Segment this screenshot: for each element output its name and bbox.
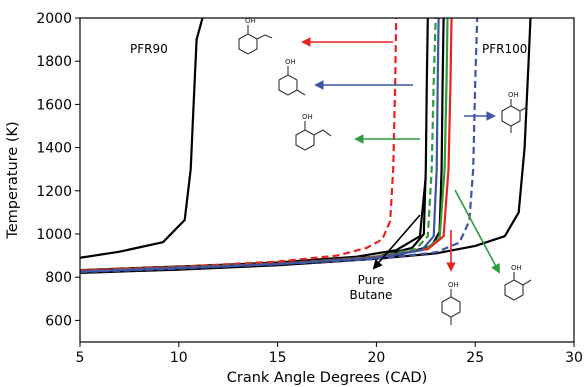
y-tick-label: 1800 [36,54,72,70]
label-butane: Butane [350,288,393,302]
label-pfr90: PFR90 [130,42,168,56]
series-line-6 [80,18,398,272]
x-axis-ticks: 5 10 15 20 25 30 [76,342,583,366]
arrow-green-ocresol [454,189,500,274]
molecule-dimethylphenol: OH [501,91,528,133]
series-layer [80,18,532,274]
label-pfr100: PFR100 [482,42,527,56]
y-tick-label: 2000 [36,11,72,27]
y-tick-label: 1600 [36,97,72,113]
molecule-o-cresol: OH [504,264,532,301]
molecule-2-ethylphenol: OH [295,113,332,151]
series-line-1 [80,18,204,259]
label-pure: Pure [358,273,385,287]
x-axis-label: Crank Angle Degrees (CAD) [227,370,428,386]
series-line-2 [80,18,532,274]
y-tick-label: 1000 [36,227,72,243]
svg-text:OH: OH [508,91,519,99]
x-tick-label: 10 [170,350,188,366]
svg-text:OH: OH [245,17,256,25]
plot-frame [79,17,575,343]
y-tick-label: 1200 [36,184,72,200]
x-tick-label: 30 [565,350,583,366]
y-tick-label: 800 [45,270,72,286]
arrow-black-butane [372,214,421,270]
molecule-m-cresol: OH [278,58,306,96]
svg-text:OH: OH [302,113,313,121]
y-axis-ticks: 600 800 1000 1200 1400 1600 1800 2000 [36,11,80,329]
svg-text:OH: OH [285,58,296,66]
x-tick-label: 25 [466,350,484,366]
series-line-11 [80,18,479,274]
y-tick-label: 1400 [36,141,72,157]
x-tick-label: 5 [76,350,85,366]
x-tick-label: 20 [367,350,385,366]
y-axis-label: Temperature (K) [5,121,21,239]
molecule-p-cresol: OH [441,281,461,325]
molecule-guaiacol: OH [238,17,273,55]
svg-text:OH: OH [511,264,522,272]
x-tick-label: 15 [269,350,287,366]
svg-text:OH: OH [448,281,459,289]
y-tick-label: 600 [45,313,72,329]
